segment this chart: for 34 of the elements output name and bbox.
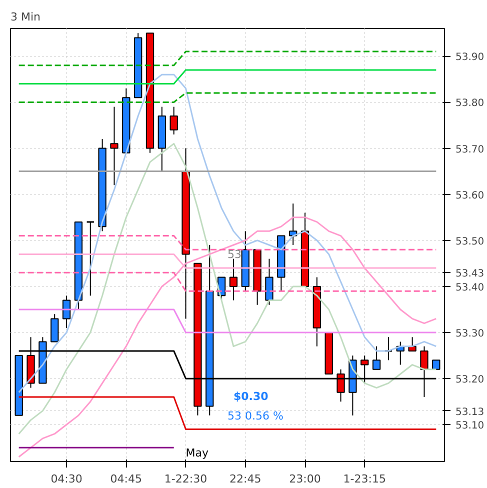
- chart-title: 3 Min: [10, 10, 41, 24]
- y-tick-label: 53.30: [456, 328, 484, 340]
- x-tick-label: 1-23:15: [343, 472, 386, 486]
- y-tick-label: 53.50: [456, 236, 484, 248]
- candlestick: [110, 106, 118, 186]
- annotation: May: [186, 446, 209, 460]
- y-tick-label: 53.80: [456, 98, 484, 110]
- x-tick-label: 23:00: [289, 472, 321, 486]
- x-tick-label: 04:30: [50, 472, 82, 486]
- line-series: [18, 216, 437, 458]
- y-tick-label: 53.60: [456, 190, 484, 202]
- candlestick: [86, 221, 95, 296]
- annotation: 53 0.56 %: [228, 410, 284, 423]
- y-tick-label: 53.20: [456, 374, 484, 386]
- x-tick-label: 1-22:30: [164, 472, 208, 486]
- y-tick-label: 53.40: [456, 282, 484, 294]
- candlestick: [265, 258, 274, 306]
- x-tick-label: 22:45: [230, 472, 262, 486]
- line-series: [18, 142, 437, 435]
- candlestick: [408, 336, 416, 352]
- y-tick-label: 53.13: [456, 406, 484, 418]
- candlestick: [50, 314, 59, 342]
- y-tick-label: 53.70: [456, 144, 484, 156]
- y-tick-label: 53.43: [456, 268, 484, 280]
- candlestick: [170, 106, 178, 135]
- candlestick: [372, 346, 381, 370]
- candlestick: [432, 360, 440, 370]
- annotation: 53: [228, 248, 242, 261]
- candlestick: [229, 258, 238, 301]
- line-series: [18, 74, 437, 394]
- y-tick-label: 53.90: [456, 52, 484, 64]
- y-tick-label: 53.10: [456, 420, 484, 432]
- annotation: $0.30: [233, 390, 269, 404]
- x-tick-label: 04:45: [110, 472, 142, 486]
